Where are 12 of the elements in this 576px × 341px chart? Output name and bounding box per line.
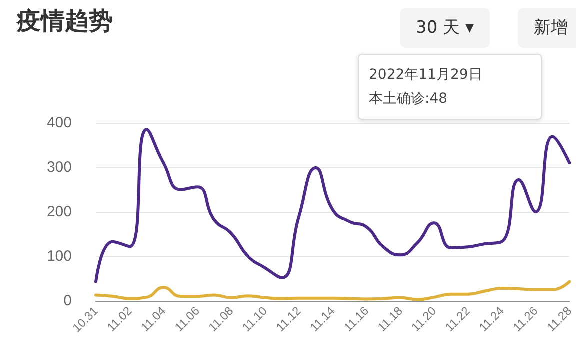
y-tick-label: 300 xyxy=(46,159,72,176)
line-series xyxy=(94,128,572,284)
text: 本土确诊:48 xyxy=(369,90,449,109)
text: 2022年11月29日 xyxy=(369,66,484,85)
y-tick-label: 100 xyxy=(46,248,72,265)
chart-title: 疫情趋势 xyxy=(16,7,113,35)
y-tick-label: 400 xyxy=(46,114,72,132)
y-tick-label: 200 xyxy=(46,204,72,220)
line-series xyxy=(94,280,572,302)
text: 新增 xyxy=(518,8,576,48)
text: 30 天 ▾ xyxy=(400,8,490,48)
y-tick-label: 0 xyxy=(64,292,72,310)
